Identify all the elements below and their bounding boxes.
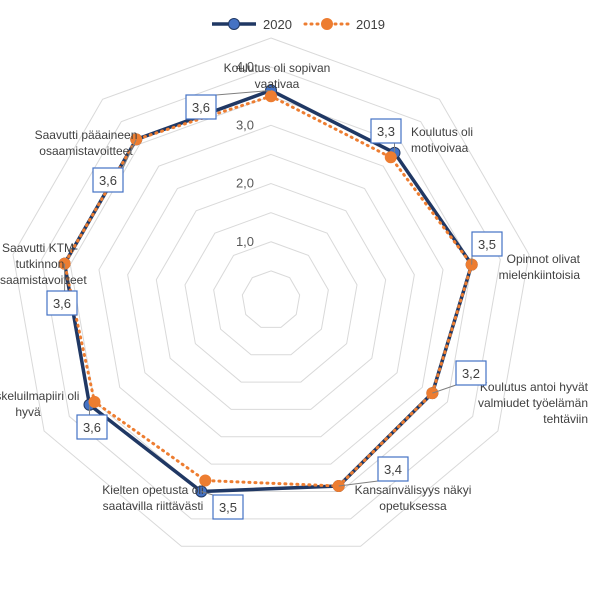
data-label: 3,2 — [462, 366, 480, 381]
point-2019 — [265, 90, 277, 103]
grid-ring — [127, 153, 415, 438]
legend-marker — [321, 18, 333, 30]
point-2019 — [384, 151, 397, 164]
category-label: Koulutus antoi hyvät valmiudet työelämän t… — [478, 380, 589, 426]
tick-labels: 1,0 2,0 3,0 4,0 — [236, 59, 254, 249]
grid-ring — [69, 95, 473, 492]
legend-label: 2020 — [263, 17, 292, 32]
data-label: 3,6 — [99, 173, 117, 188]
data-label: 3,3 — [377, 124, 395, 139]
legend-marker — [228, 18, 240, 30]
grid-ring — [98, 124, 444, 465]
leader-line — [122, 139, 137, 169]
leader-line — [338, 480, 379, 487]
leader-line — [432, 384, 457, 394]
grid-ring — [41, 66, 501, 520]
data-label: 3,6 — [83, 420, 101, 435]
data-label: 3,4 — [384, 462, 402, 477]
legend-item-2019: 2019 — [303, 17, 385, 32]
leader-line — [215, 89, 272, 96]
data-label-box — [471, 231, 503, 257]
data-label: 3,6 — [192, 100, 210, 115]
grid-ring — [12, 37, 530, 547]
tick-label: 1,0 — [236, 234, 254, 249]
data-label: 3,5 — [219, 500, 237, 515]
data-label-box — [212, 494, 244, 520]
data-label-box — [185, 94, 217, 120]
grid-ring — [241, 270, 301, 328]
grid-ring — [155, 183, 387, 410]
legend-item-2020: 2020 — [212, 17, 292, 32]
data-label-box — [92, 167, 124, 193]
data-label: 3,5 — [478, 237, 496, 252]
series-line-2019 — [63, 94, 474, 488]
category-labels: Koulutus oli sopivan vaativaa Koulutus oli… — [0, 61, 589, 513]
data-label-box — [455, 360, 487, 386]
grid-ring — [213, 241, 329, 356]
category-label: Opinnot olivat mielenkiintoisia — [499, 252, 581, 282]
tick-label: 3,0 — [236, 117, 254, 132]
category-label: Saavutti KTM-tutkinnon osaamistavoitteet — [0, 241, 87, 287]
radar-grid — [12, 37, 530, 547]
legend-label: 2019 — [356, 17, 385, 32]
category-label: Koulutus oli sopivan vaativaa — [224, 61, 331, 91]
tick-label: 4,0 — [236, 59, 254, 74]
grid-ring — [184, 212, 358, 383]
category-label: Koulutus oli motivoivaa — [411, 125, 473, 155]
data-label-box — [76, 414, 108, 440]
data-label-box — [377, 456, 409, 482]
point-2019 — [88, 395, 101, 408]
series-line-2020 — [62, 88, 474, 494]
data-label-box — [370, 118, 402, 144]
tick-label: 2,0 — [236, 176, 254, 191]
leader-line — [201, 491, 214, 496]
legend: 2020 2019 — [212, 17, 385, 32]
data-label: 3,6 — [53, 296, 71, 311]
point-2019 — [199, 474, 212, 487]
category-label: Kielten opetusta oli saatavilla riittäväs… — [102, 483, 203, 513]
data-labels: 3,6 3,3 3,5 3,2 3,4 3,5 3,6 3,6 3,6 — [46, 89, 503, 520]
category-label: Kansainvälisyys näkyi opetuksessa — [355, 483, 472, 513]
category-label: Saavutti pääaineen osaamistavoitteet — [35, 128, 138, 158]
data-label-box — [46, 290, 78, 316]
